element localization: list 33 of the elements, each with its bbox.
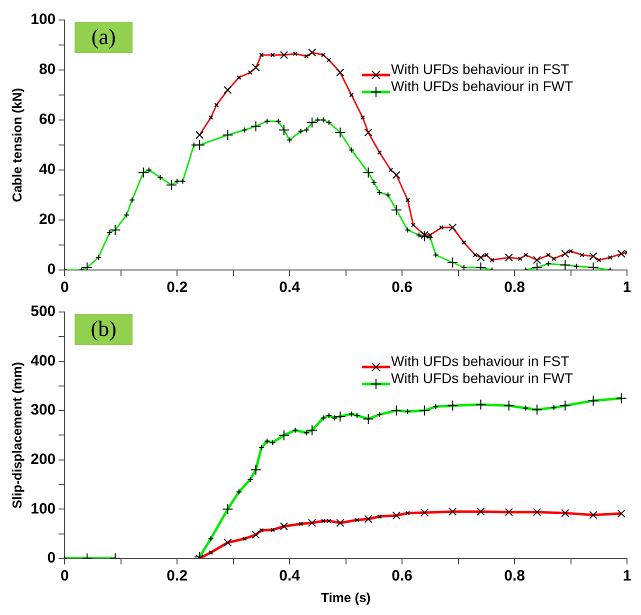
- x-axis-title: Time (s): [321, 590, 371, 605]
- x-tick-label: 0.6: [392, 279, 412, 296]
- y-tick-label: 40: [38, 161, 56, 178]
- x-tick-label: 0.4: [279, 279, 301, 296]
- y-tick-label: 500: [30, 303, 56, 320]
- x-tick-label: 0.2: [166, 568, 188, 585]
- x-tick-label: 0.6: [392, 568, 412, 585]
- x-tick-label: 0.4: [279, 568, 301, 585]
- y-tick-label: 80: [38, 61, 56, 78]
- y-tick-label: 400: [30, 352, 56, 370]
- y-axis-title: Slip-displacement (mm): [9, 362, 24, 509]
- y-tick-label: 100: [30, 500, 56, 518]
- x-tick-label: 0.8: [504, 279, 525, 296]
- y-axis-title: Cable tension (kN): [9, 88, 24, 202]
- y-tick-label: 0: [47, 550, 56, 567]
- x-tick-label: 0: [60, 279, 69, 296]
- legend-label: With UFDs behaviour in FWT: [391, 78, 574, 94]
- y-tick-label: 100: [30, 11, 56, 28]
- x-tick-label: 0: [60, 568, 69, 585]
- x-tick-label: 0.2: [166, 279, 188, 296]
- legend-label: With UFDs behaviour in FST: [391, 60, 570, 77]
- x-tick-label: 0.8: [504, 568, 525, 585]
- y-tick-label: 0: [47, 261, 56, 278]
- annotation: (a): [91, 24, 116, 49]
- annotation: (b): [90, 316, 116, 341]
- x-tick-label: 1: [622, 568, 632, 585]
- y-tick-label: 200: [30, 450, 56, 468]
- y-tick-label: 20: [38, 211, 56, 228]
- y-tick-label: 300: [30, 402, 56, 419]
- y-tick-label: 60: [38, 111, 56, 128]
- legend-label: With UFDs behaviour in FST: [391, 352, 570, 369]
- legend-label: With UFDs behaviour in FWT: [391, 370, 574, 386]
- x-tick-label: 1: [622, 279, 632, 296]
